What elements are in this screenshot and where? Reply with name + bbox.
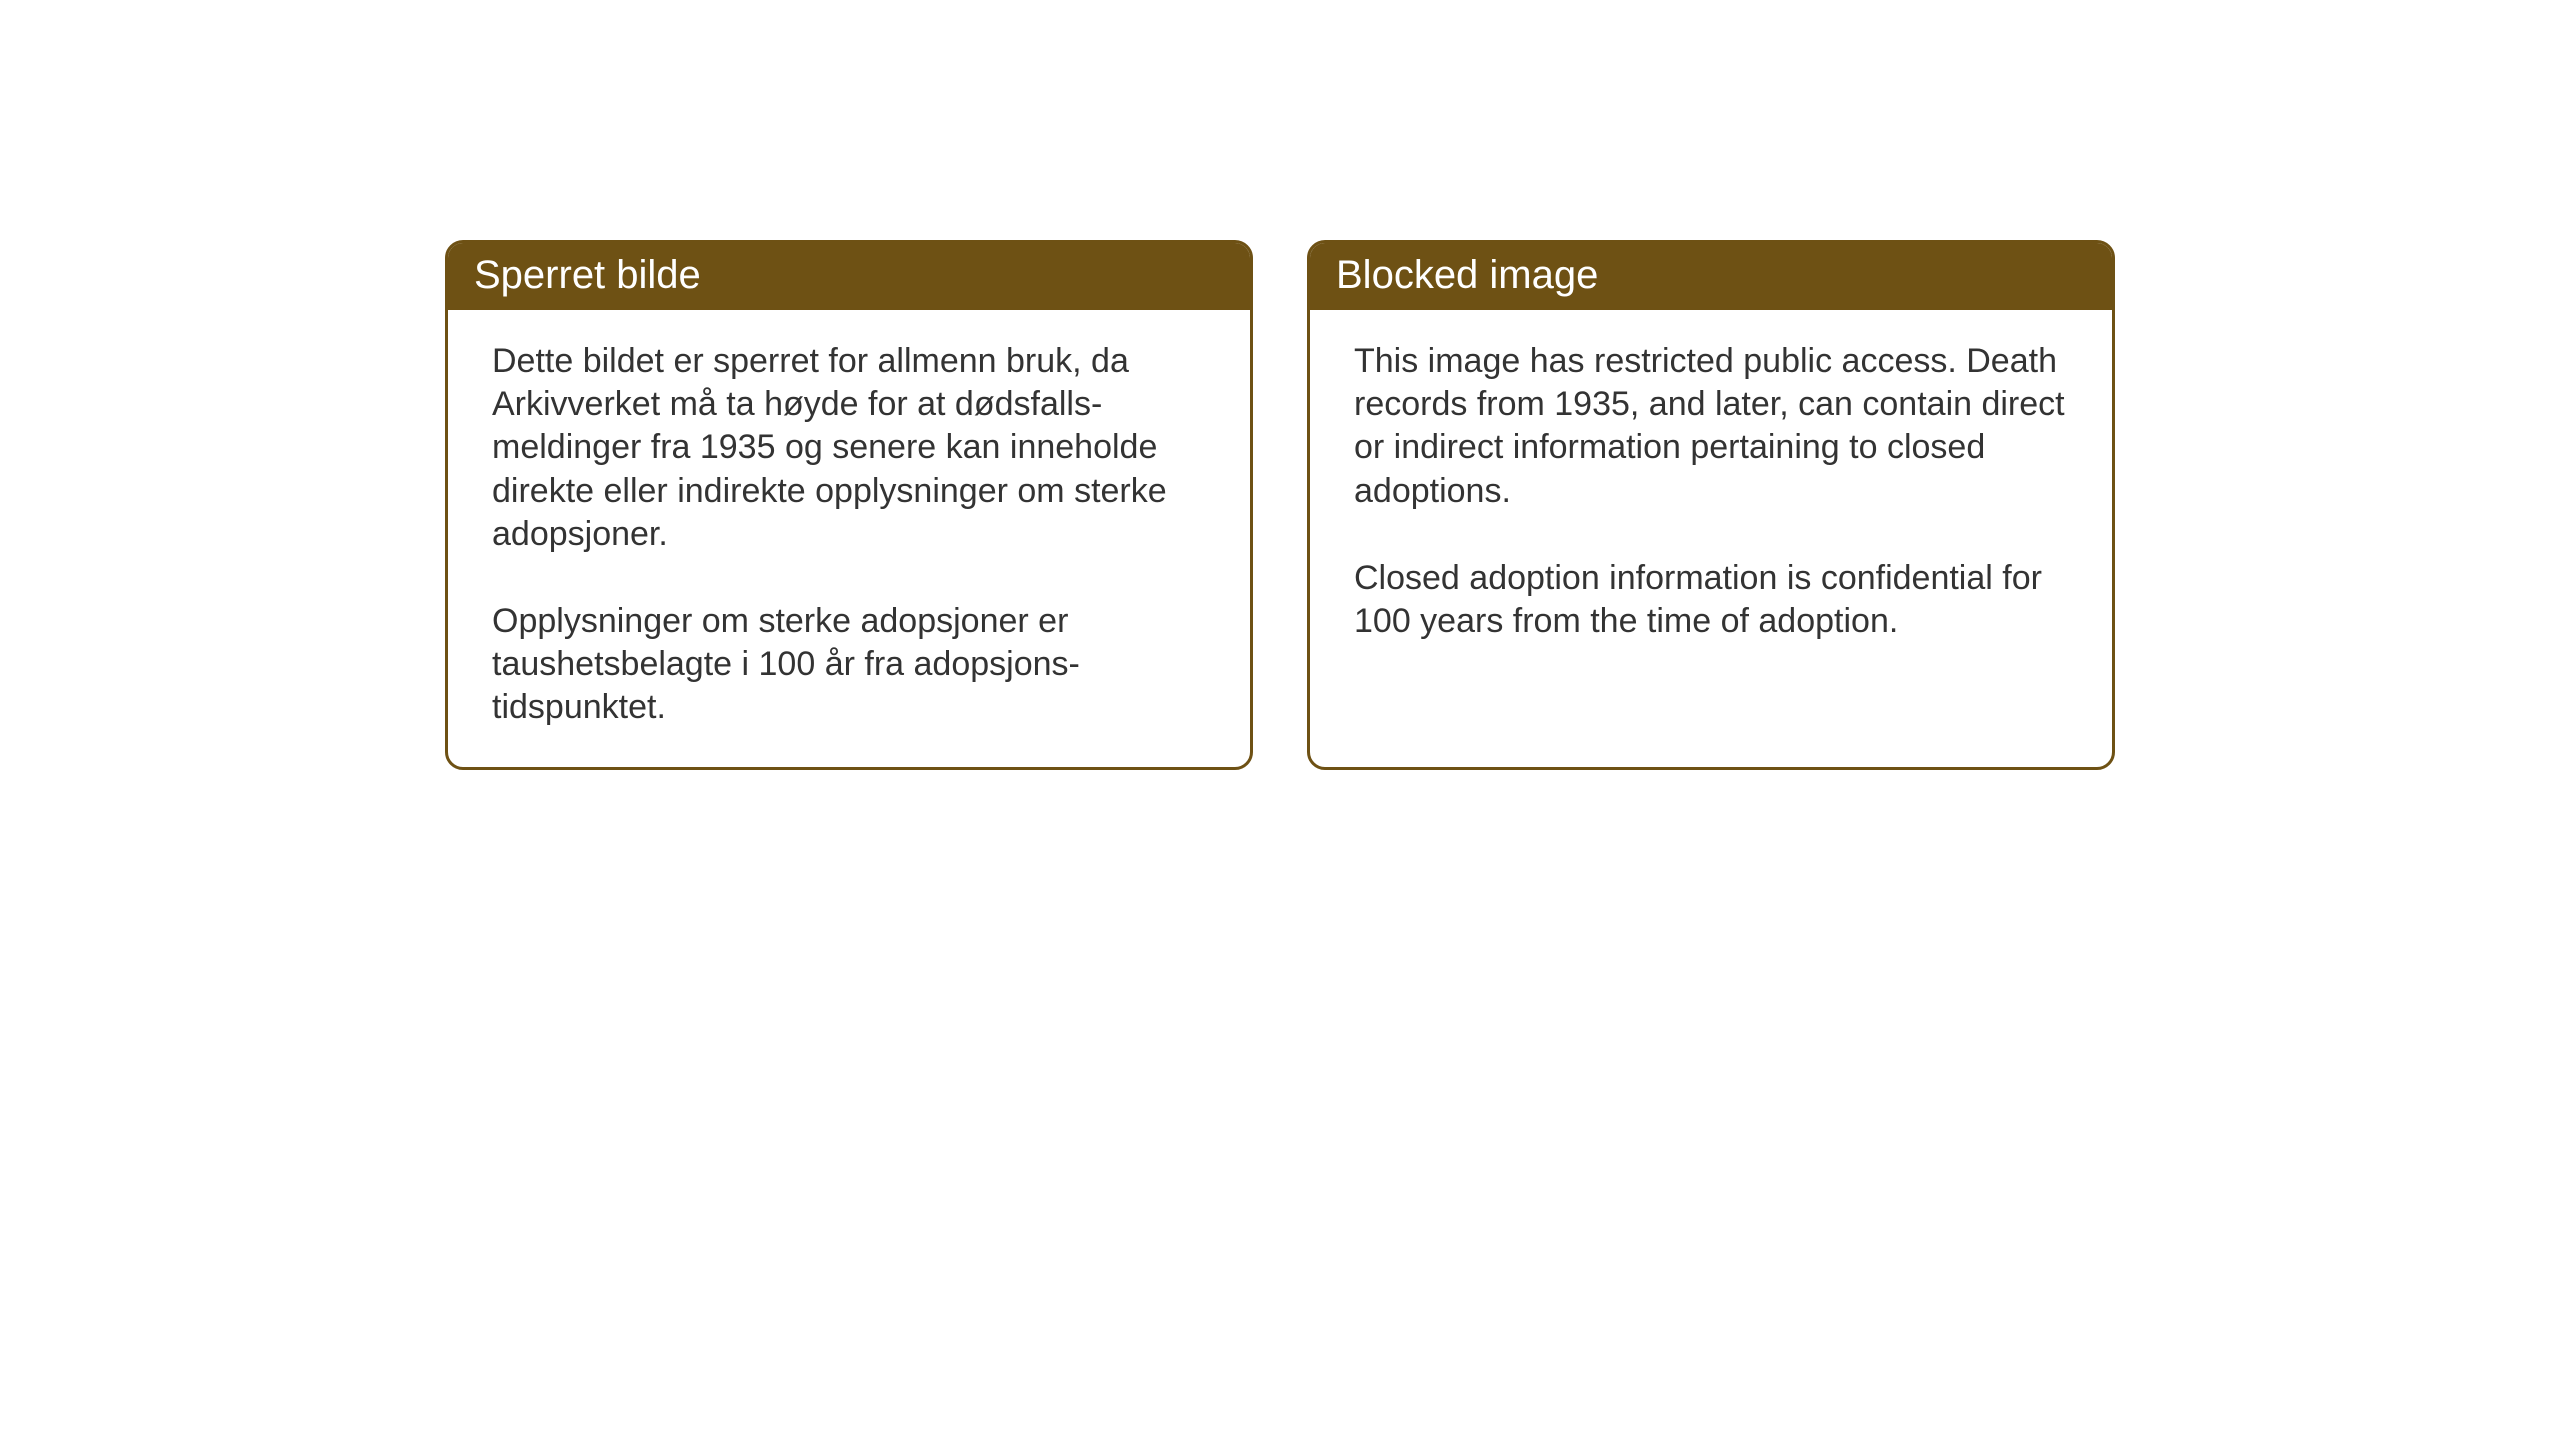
card-header: Blocked image — [1310, 243, 2112, 310]
card-paragraph: Dette bildet er sperret for allmenn bruk… — [492, 340, 1206, 556]
card-paragraph: Closed adoption information is confident… — [1354, 557, 2068, 643]
card-body: Dette bildet er sperret for allmenn bruk… — [448, 310, 1250, 767]
notice-card-english: Blocked image This image has restricted … — [1307, 240, 2115, 770]
card-paragraph: Opplysninger om sterke adopsjoner er tau… — [492, 600, 1206, 730]
notice-card-norwegian: Sperret bilde Dette bildet er sperret fo… — [445, 240, 1253, 770]
card-title: Blocked image — [1336, 253, 1598, 297]
card-title: Sperret bilde — [474, 253, 701, 297]
card-body: This image has restricted public access.… — [1310, 310, 2112, 730]
card-header: Sperret bilde — [448, 243, 1250, 310]
card-paragraph: This image has restricted public access.… — [1354, 340, 2068, 513]
notice-container: Sperret bilde Dette bildet er sperret fo… — [445, 240, 2115, 770]
